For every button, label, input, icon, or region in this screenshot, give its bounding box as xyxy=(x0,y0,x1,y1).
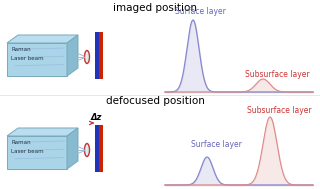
Polygon shape xyxy=(67,128,78,169)
Text: Laser beam: Laser beam xyxy=(11,149,44,154)
Text: Raman: Raman xyxy=(11,140,31,145)
Text: Subsurface layer: Subsurface layer xyxy=(245,70,310,79)
Ellipse shape xyxy=(84,50,90,64)
Polygon shape xyxy=(7,128,78,136)
Text: Surface layer: Surface layer xyxy=(191,140,242,149)
Bar xyxy=(99,125,103,172)
Polygon shape xyxy=(67,35,78,76)
Text: Surface layer: Surface layer xyxy=(175,7,226,16)
Text: Subsurface layer: Subsurface layer xyxy=(247,106,312,115)
Text: Δz: Δz xyxy=(91,113,102,122)
Polygon shape xyxy=(7,136,67,169)
Polygon shape xyxy=(7,43,67,76)
Bar xyxy=(95,32,99,79)
Bar xyxy=(99,32,103,79)
Text: imaged position: imaged position xyxy=(113,3,197,13)
Text: Raman: Raman xyxy=(11,47,31,52)
Text: Laser beam: Laser beam xyxy=(11,56,44,61)
Bar xyxy=(95,125,99,172)
Text: defocused position: defocused position xyxy=(106,96,204,106)
Ellipse shape xyxy=(84,143,90,156)
Polygon shape xyxy=(7,35,78,43)
